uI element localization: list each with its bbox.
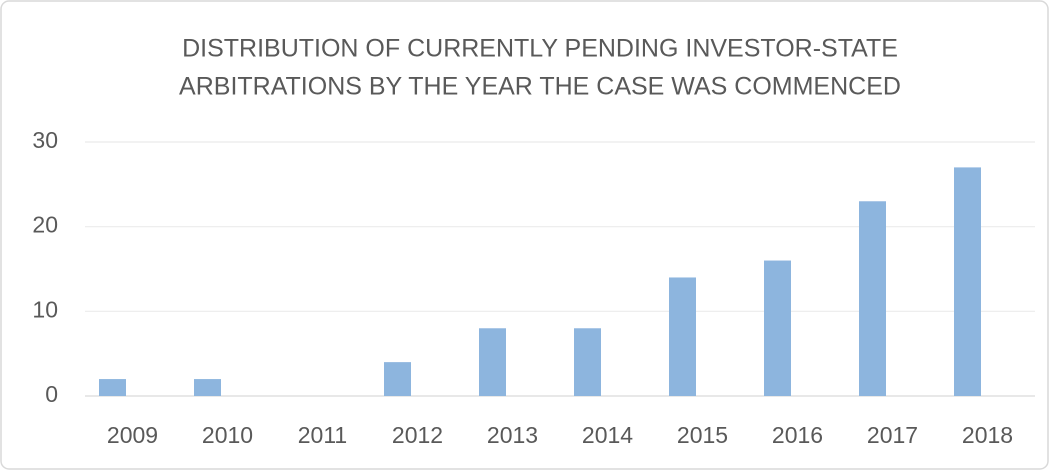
x-tick-label: 2016 <box>772 422 823 448</box>
y-tick-label: 20 <box>32 212 58 238</box>
bar <box>194 379 221 396</box>
x-tick-label: 2018 <box>962 422 1013 448</box>
x-tick-label: 2015 <box>677 422 728 448</box>
bar <box>99 379 126 396</box>
bar <box>479 328 506 396</box>
x-tick-label: 2012 <box>392 422 443 448</box>
x-tick-label: 2013 <box>487 422 538 448</box>
y-tick-label: 10 <box>32 296 58 322</box>
x-tick-label: 2014 <box>582 422 633 448</box>
bar <box>859 201 886 396</box>
chart-title: ARBITRATIONS BY THE YEAR THE CASE WAS CO… <box>179 73 901 101</box>
bar <box>384 362 411 396</box>
y-tick-label: 0 <box>45 381 58 407</box>
x-tick-label: 2017 <box>867 422 918 448</box>
bar <box>669 277 696 396</box>
chart-title: DISTRIBUTION OF CURRENTLY PENDING INVEST… <box>182 35 898 63</box>
bar <box>574 328 601 396</box>
x-tick-label: 2009 <box>107 422 158 448</box>
bar <box>764 260 791 396</box>
y-tick-label: 30 <box>32 127 58 153</box>
x-tick-label: 2011 <box>298 422 347 448</box>
x-tick-label: 2010 <box>202 422 253 448</box>
bar <box>954 167 981 396</box>
